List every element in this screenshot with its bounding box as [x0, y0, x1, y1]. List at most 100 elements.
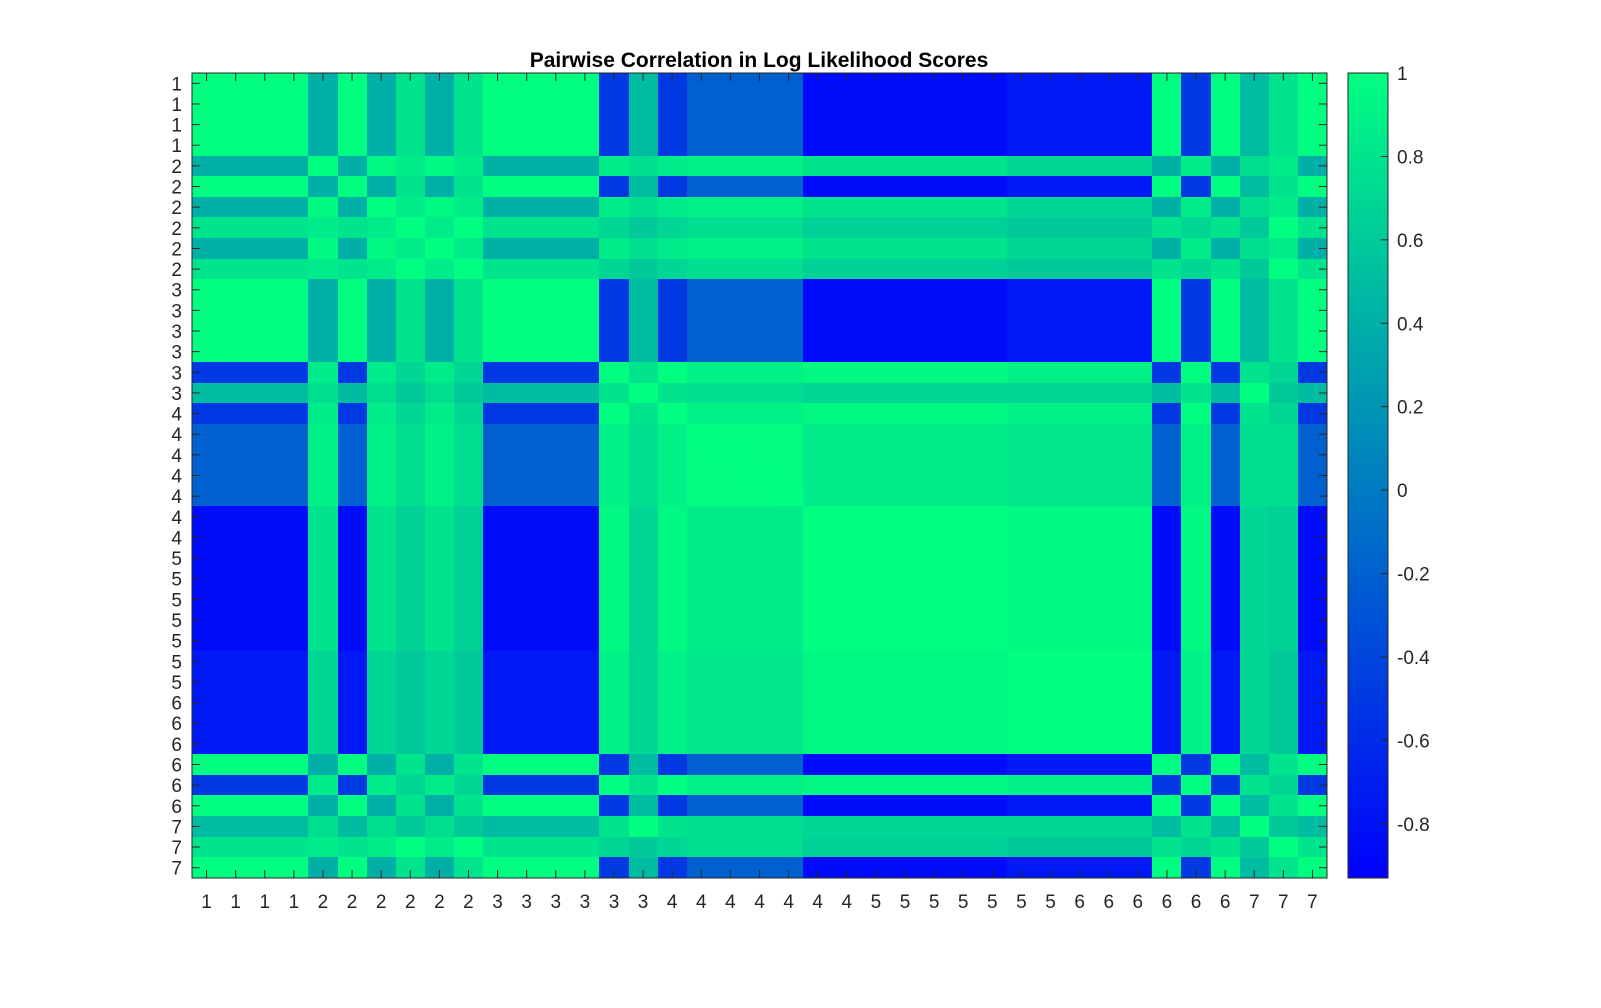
- heatmap-cell: [396, 279, 425, 300]
- heatmap-cell: [1036, 383, 1065, 403]
- heatmap-cell: [279, 403, 308, 424]
- heatmap-cell: [658, 486, 687, 506]
- heatmap-cell: [716, 156, 745, 176]
- heatmap-cell: [512, 403, 541, 424]
- heatmap-cell: [890, 445, 920, 465]
- heatmap-cell: [541, 754, 570, 775]
- heatmap-cell: [570, 610, 599, 630]
- heatmap-cell: [1007, 341, 1036, 362]
- heatmap-cell: [629, 300, 658, 321]
- chart-title: Pairwise Correlation in Log Likelihood S…: [530, 49, 989, 72]
- heatmap-cell: [425, 217, 454, 238]
- heatmap-cell: [512, 238, 541, 259]
- heatmap-cell: [1036, 362, 1065, 383]
- heatmap-cell: [803, 692, 832, 713]
- heatmap-cell: [308, 692, 338, 713]
- y-tick-label: 2: [171, 219, 182, 240]
- heatmap-cell: [1269, 114, 1298, 135]
- heatmap-cell: [1269, 857, 1298, 878]
- heatmap-cell: [949, 775, 978, 795]
- heatmap-cell: [396, 486, 425, 506]
- heatmap-cell: [803, 94, 832, 114]
- heatmap-cell: [1123, 795, 1152, 816]
- heatmap-cell: [658, 362, 687, 383]
- heatmap-cell: [570, 672, 599, 692]
- heatmap-cell: [920, 816, 949, 837]
- heatmap-cell: [1152, 837, 1181, 857]
- heatmap-cell: [570, 94, 599, 114]
- heatmap-cell: [425, 465, 454, 486]
- heatmap-cell: [483, 94, 512, 114]
- heatmap-cell: [221, 156, 250, 176]
- heatmap-cell: [803, 548, 832, 568]
- heatmap-cell: [1152, 816, 1181, 837]
- heatmap-cell: [1211, 857, 1240, 878]
- heatmap-cell: [774, 754, 803, 775]
- heatmap-cell: [512, 610, 541, 630]
- heatmap-cell: [687, 465, 716, 486]
- heatmap-cell: [279, 300, 308, 321]
- heatmap-cell: [1123, 465, 1152, 486]
- heatmap-cell: [687, 734, 716, 754]
- heatmap-cell: [716, 672, 745, 692]
- heatmap-cell: [832, 527, 861, 548]
- heatmap-cell: [1094, 73, 1123, 94]
- heatmap-cell: [541, 713, 570, 734]
- heatmap-cell: [949, 383, 978, 403]
- heatmap-cell: [483, 734, 512, 754]
- heatmap-cell: [1181, 197, 1211, 217]
- heatmap-cell: [425, 692, 454, 713]
- heatmap-cell: [367, 857, 396, 878]
- heatmap-cell: [308, 321, 338, 341]
- colorbar-tick-label: 1: [1397, 64, 1408, 85]
- heatmap-cell: [512, 692, 541, 713]
- heatmap-cell: [803, 424, 832, 445]
- heatmap-cell: [890, 279, 920, 300]
- heatmap-cell: [1094, 197, 1123, 217]
- heatmap-cell: [192, 73, 221, 94]
- heatmap-cell: [1240, 465, 1269, 486]
- heatmap-cell: [978, 217, 1007, 238]
- heatmap-cell: [890, 630, 920, 651]
- heatmap-cell: [599, 548, 629, 568]
- heatmap-cell: [803, 300, 832, 321]
- heatmap-cell: [1007, 568, 1036, 589]
- heatmap-cell: [192, 775, 221, 795]
- heatmap-cell: [338, 217, 367, 238]
- heatmap-cell: [1065, 114, 1094, 135]
- heatmap-cell: [1036, 238, 1065, 259]
- heatmap-cell: [658, 568, 687, 589]
- x-tick-label: 2: [347, 892, 358, 913]
- heatmap-cell: [308, 713, 338, 734]
- heatmap-cell: [279, 341, 308, 362]
- heatmap-cell: [920, 589, 949, 610]
- heatmap-cell: [192, 630, 221, 651]
- heatmap-cell: [599, 857, 629, 878]
- heatmap-cell: [454, 465, 483, 486]
- heatmap-cell: [658, 73, 687, 94]
- heatmap-cell: [1298, 403, 1327, 424]
- heatmap-cell: [570, 465, 599, 486]
- heatmap-cell: [1123, 672, 1152, 692]
- heatmap-cell: [454, 341, 483, 362]
- heatmap-cell: [803, 279, 832, 300]
- heatmap-cell: [1240, 259, 1269, 279]
- y-tick-label: 4: [171, 446, 182, 467]
- heatmap-cell: [541, 279, 570, 300]
- heatmap-cell: [920, 403, 949, 424]
- heatmap-cell: [861, 197, 890, 217]
- heatmap-cell: [192, 486, 221, 506]
- heatmap-cell: [1123, 362, 1152, 383]
- heatmap-cell: [599, 424, 629, 445]
- heatmap-cell: [978, 610, 1007, 630]
- heatmap-cell: [1181, 775, 1211, 795]
- heatmap-cell: [367, 424, 396, 445]
- heatmap-cell: [279, 362, 308, 383]
- heatmap-cell: [367, 197, 396, 217]
- heatmap-cell: [192, 176, 221, 197]
- heatmap-cell: [279, 795, 308, 816]
- heatmap-cell: [1240, 135, 1269, 156]
- colorbar-tick-label: 0.4: [1397, 314, 1424, 335]
- heatmap-cell: [541, 548, 570, 568]
